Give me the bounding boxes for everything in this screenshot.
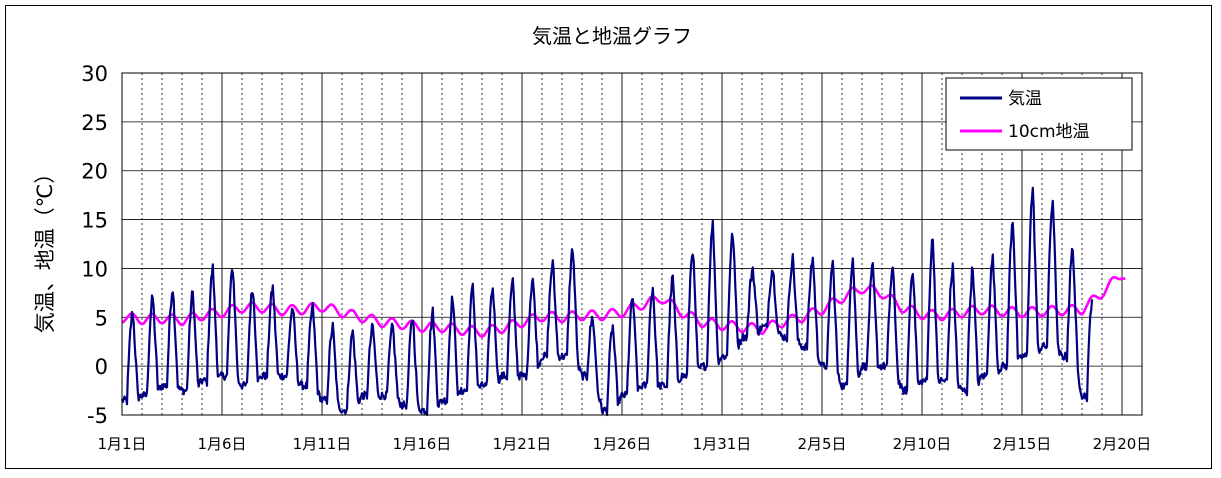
y-tick-label: 25 (81, 111, 108, 135)
legend: 気温 10cm地温 (945, 77, 1133, 151)
x-tick-label: 1月31日 (693, 435, 752, 453)
x-axis-ticks: 1月1日 1月6日 1月11日 1月16日 1月21日 1月26日 1月31日 2月5日 2月1… (97, 435, 1151, 453)
x-tick-label: 2月15日 (993, 435, 1052, 453)
x-tick-label: 1月1日 (97, 435, 146, 453)
y-tick-label: -5 (87, 404, 108, 428)
x-tick-label: 1月21日 (493, 435, 552, 453)
y-tick-label: 5 (95, 306, 108, 330)
y-tick-label: 0 (95, 355, 108, 379)
legend-label-soil-temp: 10cm地温 (1008, 122, 1090, 142)
y-tick-label: 30 (81, 62, 108, 86)
y-tick-label: 10 (81, 257, 108, 281)
x-tick-label: 2月5日 (797, 435, 846, 453)
x-tick-label: 2月20日 (1093, 435, 1152, 453)
x-tick-label: 1月16日 (393, 435, 452, 453)
plot-border (121, 72, 1143, 416)
y-tick-label: 20 (81, 160, 108, 184)
y-tick-label: 15 (81, 209, 108, 233)
x-tick-label: 1月26日 (593, 435, 652, 453)
x-tick-label: 2月10日 (893, 435, 952, 453)
legend-label-air-temp: 気温 (1008, 89, 1042, 109)
legend-box (945, 77, 1133, 151)
y-axis-label: 気温、地温（℃） (33, 163, 57, 334)
series-line-soil-temp (121, 275, 1126, 339)
x-tick-label: 1月11日 (293, 435, 352, 453)
x-tick-label: 1月6日 (197, 435, 246, 453)
y-axis-ticks: -5 0 5 10 15 20 25 30 (81, 62, 108, 428)
chart-title: 気温と地温グラフ (532, 24, 692, 48)
